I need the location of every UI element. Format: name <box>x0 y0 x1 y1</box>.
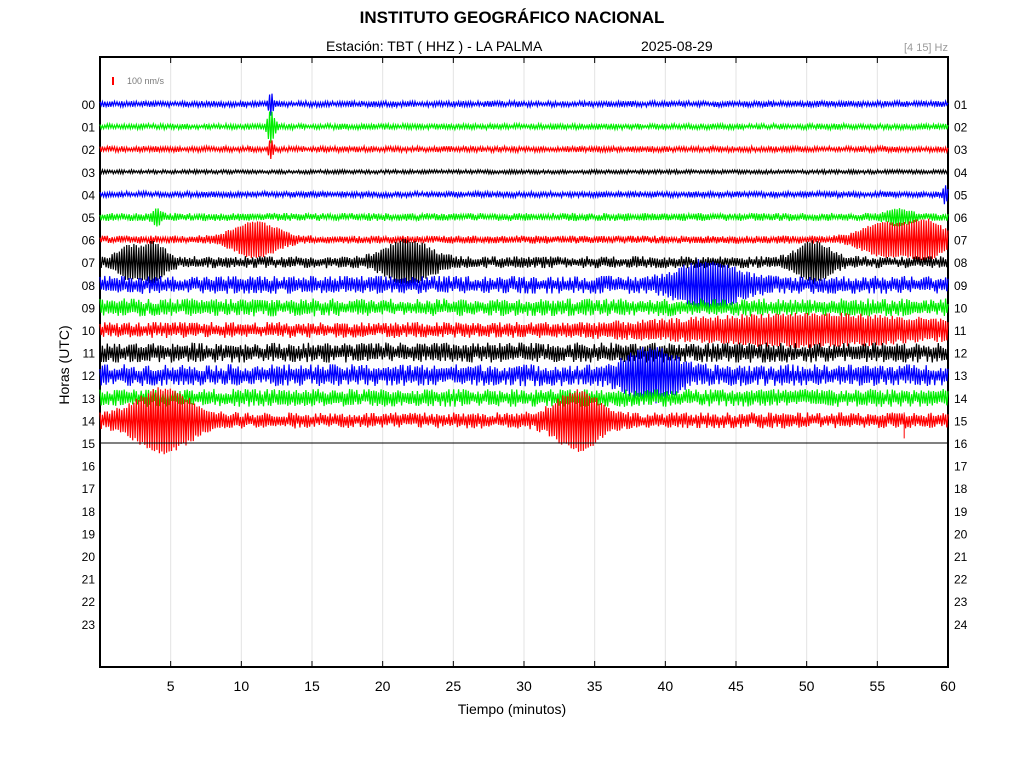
trace-hour-2 <box>99 140 949 160</box>
y-tick-label-right: 08 <box>954 256 968 270</box>
frequency-band-label: [4 15] Hz <box>903 42 948 54</box>
chart-title: INSTITUTO GEOGRÁFICO NACIONAL <box>359 8 665 27</box>
y-tick-label-left: 02 <box>82 143 96 157</box>
y-tick-label-right: 21 <box>954 550 968 564</box>
trace-hour-4 <box>99 185 949 205</box>
x-axis-label: Tiempo (minutos) <box>457 701 567 717</box>
scale-bar <box>112 77 114 85</box>
y-tick-label-left: 01 <box>82 121 96 135</box>
y-tick-label-left: 18 <box>82 505 96 519</box>
y-tick-label-left: 16 <box>82 460 96 474</box>
y-tick-label-right: 15 <box>954 414 968 428</box>
x-tick-label: 60 <box>940 678 956 694</box>
x-tick-label: 30 <box>516 678 532 694</box>
y-tick-label-right: 22 <box>954 573 968 587</box>
y-tick-label-left: 03 <box>82 166 96 180</box>
trace-hour-11 <box>99 342 949 363</box>
y-tick-label-right: 19 <box>954 505 968 519</box>
scale-bar-label: 100 nm/s <box>127 76 165 86</box>
y-axis-label: Horas (UTC) <box>56 325 72 405</box>
trace-hour-13 <box>99 388 949 407</box>
trace-hour-14 <box>99 387 949 455</box>
y-tick-label-left: 06 <box>82 234 96 248</box>
y-tick-label-right: 16 <box>954 437 968 451</box>
y-tick-label-right: 11 <box>954 324 967 338</box>
x-tick-label: 55 <box>870 678 886 694</box>
trace-hour-5 <box>99 208 949 227</box>
y-tick-label-right: 18 <box>954 482 968 496</box>
y-tick-label-left: 17 <box>82 482 96 496</box>
y-tick-label-right: 20 <box>954 527 968 541</box>
y-tick-label-left: 07 <box>82 256 96 270</box>
y-tick-label-left: 20 <box>82 550 96 564</box>
trace-hour-3 <box>99 167 949 176</box>
y-tick-label-left: 00 <box>82 98 96 112</box>
y-tick-label-left: 12 <box>82 369 96 383</box>
trace-hour-0 <box>99 93 949 116</box>
trace-hour-1 <box>99 111 949 144</box>
x-tick-label: 15 <box>304 678 320 694</box>
x-tick-label: 45 <box>728 678 744 694</box>
x-tick-label: 50 <box>799 678 815 694</box>
x-tick-label: 20 <box>375 678 391 694</box>
y-tick-label-right: 02 <box>954 121 968 135</box>
trace-hour-9 <box>99 298 949 317</box>
y-tick-label-right: 23 <box>954 595 968 609</box>
y-tick-label-right: 06 <box>954 211 968 225</box>
x-tick-label: 35 <box>587 678 603 694</box>
y-tick-label-left: 21 <box>82 573 96 587</box>
y-tick-label-left: 09 <box>82 301 96 315</box>
station-label: Estación: TBT ( HHZ ) - LA PALMA <box>326 38 543 54</box>
y-tick-label-right: 07 <box>954 234 968 248</box>
x-tick-label: 40 <box>658 678 674 694</box>
trace-hour-7 <box>99 238 949 286</box>
y-tick-label-right: 04 <box>954 166 968 180</box>
y-tick-label-right: 24 <box>954 618 968 632</box>
trace-hour-8 <box>99 259 949 312</box>
trace-hour-10 <box>99 312 949 348</box>
trace-hour-6 <box>99 218 949 262</box>
y-tick-label-left: 22 <box>82 595 96 609</box>
y-tick-label-right: 10 <box>954 301 968 315</box>
x-tick-label: 25 <box>446 678 462 694</box>
x-tick-label: 5 <box>167 678 175 694</box>
y-tick-label-left: 05 <box>82 211 96 225</box>
y-tick-label-left: 23 <box>82 618 96 632</box>
y-tick-label-left: 11 <box>83 347 96 361</box>
y-tick-label-right: 17 <box>954 460 968 474</box>
x-tick-label: 10 <box>234 678 250 694</box>
y-tick-label-right: 12 <box>954 347 968 361</box>
y-tick-label-left: 04 <box>82 188 96 202</box>
y-tick-label-left: 14 <box>82 414 96 428</box>
y-tick-label-left: 15 <box>82 437 96 451</box>
y-tick-label-right: 05 <box>954 188 968 202</box>
y-tick-label-right: 13 <box>954 369 968 383</box>
y-tick-label-right: 01 <box>954 98 968 112</box>
y-tick-label-right: 09 <box>954 279 968 293</box>
y-tick-label-right: 03 <box>954 143 968 157</box>
y-tick-label-left: 08 <box>82 279 96 293</box>
y-tick-label-left: 19 <box>82 527 96 541</box>
date-label: 2025-08-29 <box>641 38 713 54</box>
trace-hour-12 <box>99 347 949 405</box>
y-tick-label-left: 10 <box>82 324 96 338</box>
y-tick-label-right: 14 <box>954 392 968 406</box>
y-tick-label-left: 13 <box>82 392 96 406</box>
